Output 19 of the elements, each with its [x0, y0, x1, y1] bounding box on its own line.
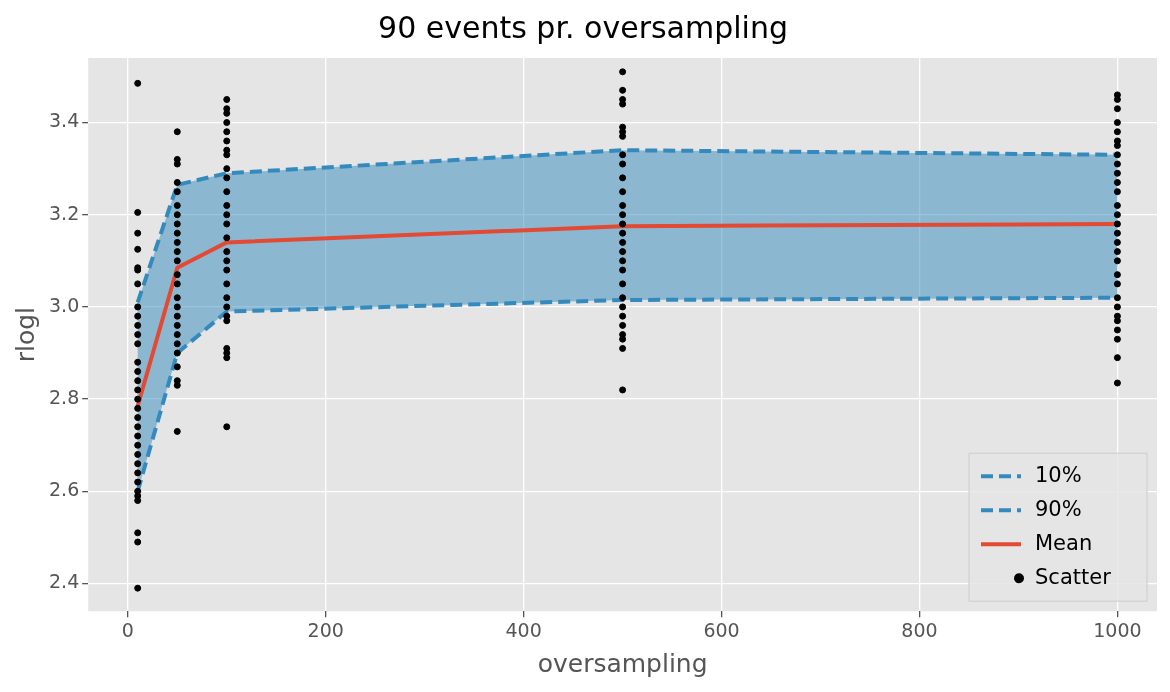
x-tick-label: 0 — [121, 618, 134, 641]
y-axis-title: rlogl — [10, 306, 40, 363]
y-tick-label: 3.4 — [49, 109, 80, 132]
y-tick-label: 2.6 — [49, 478, 80, 501]
x-tick-label: 200 — [307, 618, 344, 641]
y-tick-label: 3.2 — [49, 201, 80, 224]
x-axis-title: oversampling — [537, 648, 708, 678]
legend-label: 10% — [1035, 462, 1082, 487]
legend-label: 90% — [1035, 496, 1082, 521]
x-tick-label: 800 — [901, 618, 938, 641]
x-tick-label: 1000 — [1093, 618, 1142, 641]
chart-title: 90 events pr. oversampling — [378, 9, 788, 45]
legend-label: Scatter — [1035, 564, 1112, 589]
legend-label: Mean — [1035, 530, 1093, 555]
y-tick-label: 2.4 — [49, 570, 80, 593]
x-tick-label: 400 — [505, 618, 542, 641]
y-tick-label: 3.0 — [49, 293, 80, 316]
x-tick-label: 600 — [703, 618, 740, 641]
y-tick-label: 2.8 — [49, 386, 80, 409]
